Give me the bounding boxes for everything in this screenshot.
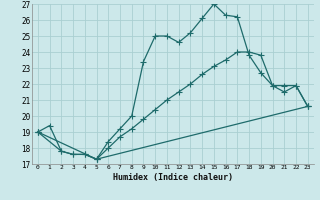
X-axis label: Humidex (Indice chaleur): Humidex (Indice chaleur) xyxy=(113,173,233,182)
